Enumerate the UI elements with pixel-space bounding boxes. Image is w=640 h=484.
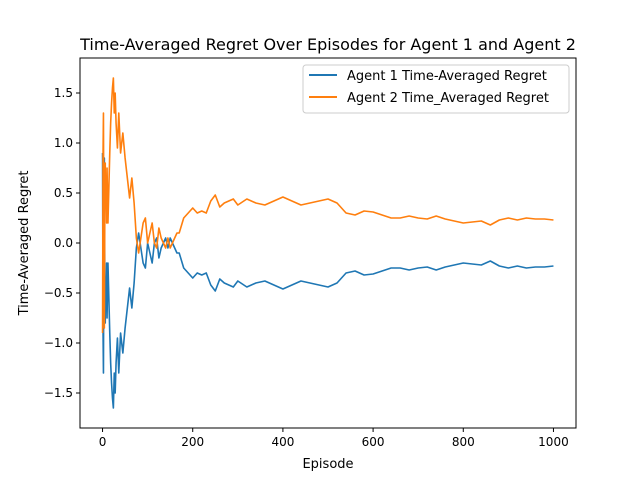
series-line-agent-2 [101, 77, 554, 334]
y-tick-label: 0.5 [54, 186, 73, 200]
y-tick-label: −0.5 [44, 286, 73, 300]
x-tick-label: 1000 [538, 435, 569, 449]
x-axis-ticks: 0 200 400 600 800 1000 [99, 428, 569, 449]
legend: Agent 1 Time-Averaged Regret Agent 2 Tim… [302, 64, 570, 114]
legend-label-agent-1: Agent 1 Time-Averaged Regret [347, 69, 547, 84]
x-axis-label: Episode [302, 457, 353, 472]
x-tick-label: 200 [181, 435, 204, 449]
series-layer [101, 77, 554, 409]
y-axis-label: Time-Averaged Regret [17, 171, 32, 317]
y-tick-label: −1.5 [44, 386, 73, 400]
x-tick-label: 800 [452, 435, 475, 449]
legend-frame [302, 64, 570, 114]
y-axis-ticks: −1.5 −1.0 −0.5 0.0 0.5 1.0 1.5 [44, 86, 80, 400]
series-line-agent-1 [101, 152, 554, 409]
x-tick-label: 0 [99, 435, 107, 449]
x-tick-label: 600 [362, 435, 385, 449]
y-tick-label: −1.0 [44, 336, 73, 350]
y-tick-label: 1.0 [54, 136, 73, 150]
legend-label-agent-2: Agent 2 Time_Averaged Regret [347, 91, 549, 106]
plot-area [79, 57, 577, 429]
y-tick-label: 0.0 [54, 236, 73, 250]
x-tick-label: 400 [271, 435, 294, 449]
y-tick-label: 1.5 [54, 86, 73, 100]
chart-title: Time-Averaged Regret Over Episodes for A… [79, 35, 576, 54]
